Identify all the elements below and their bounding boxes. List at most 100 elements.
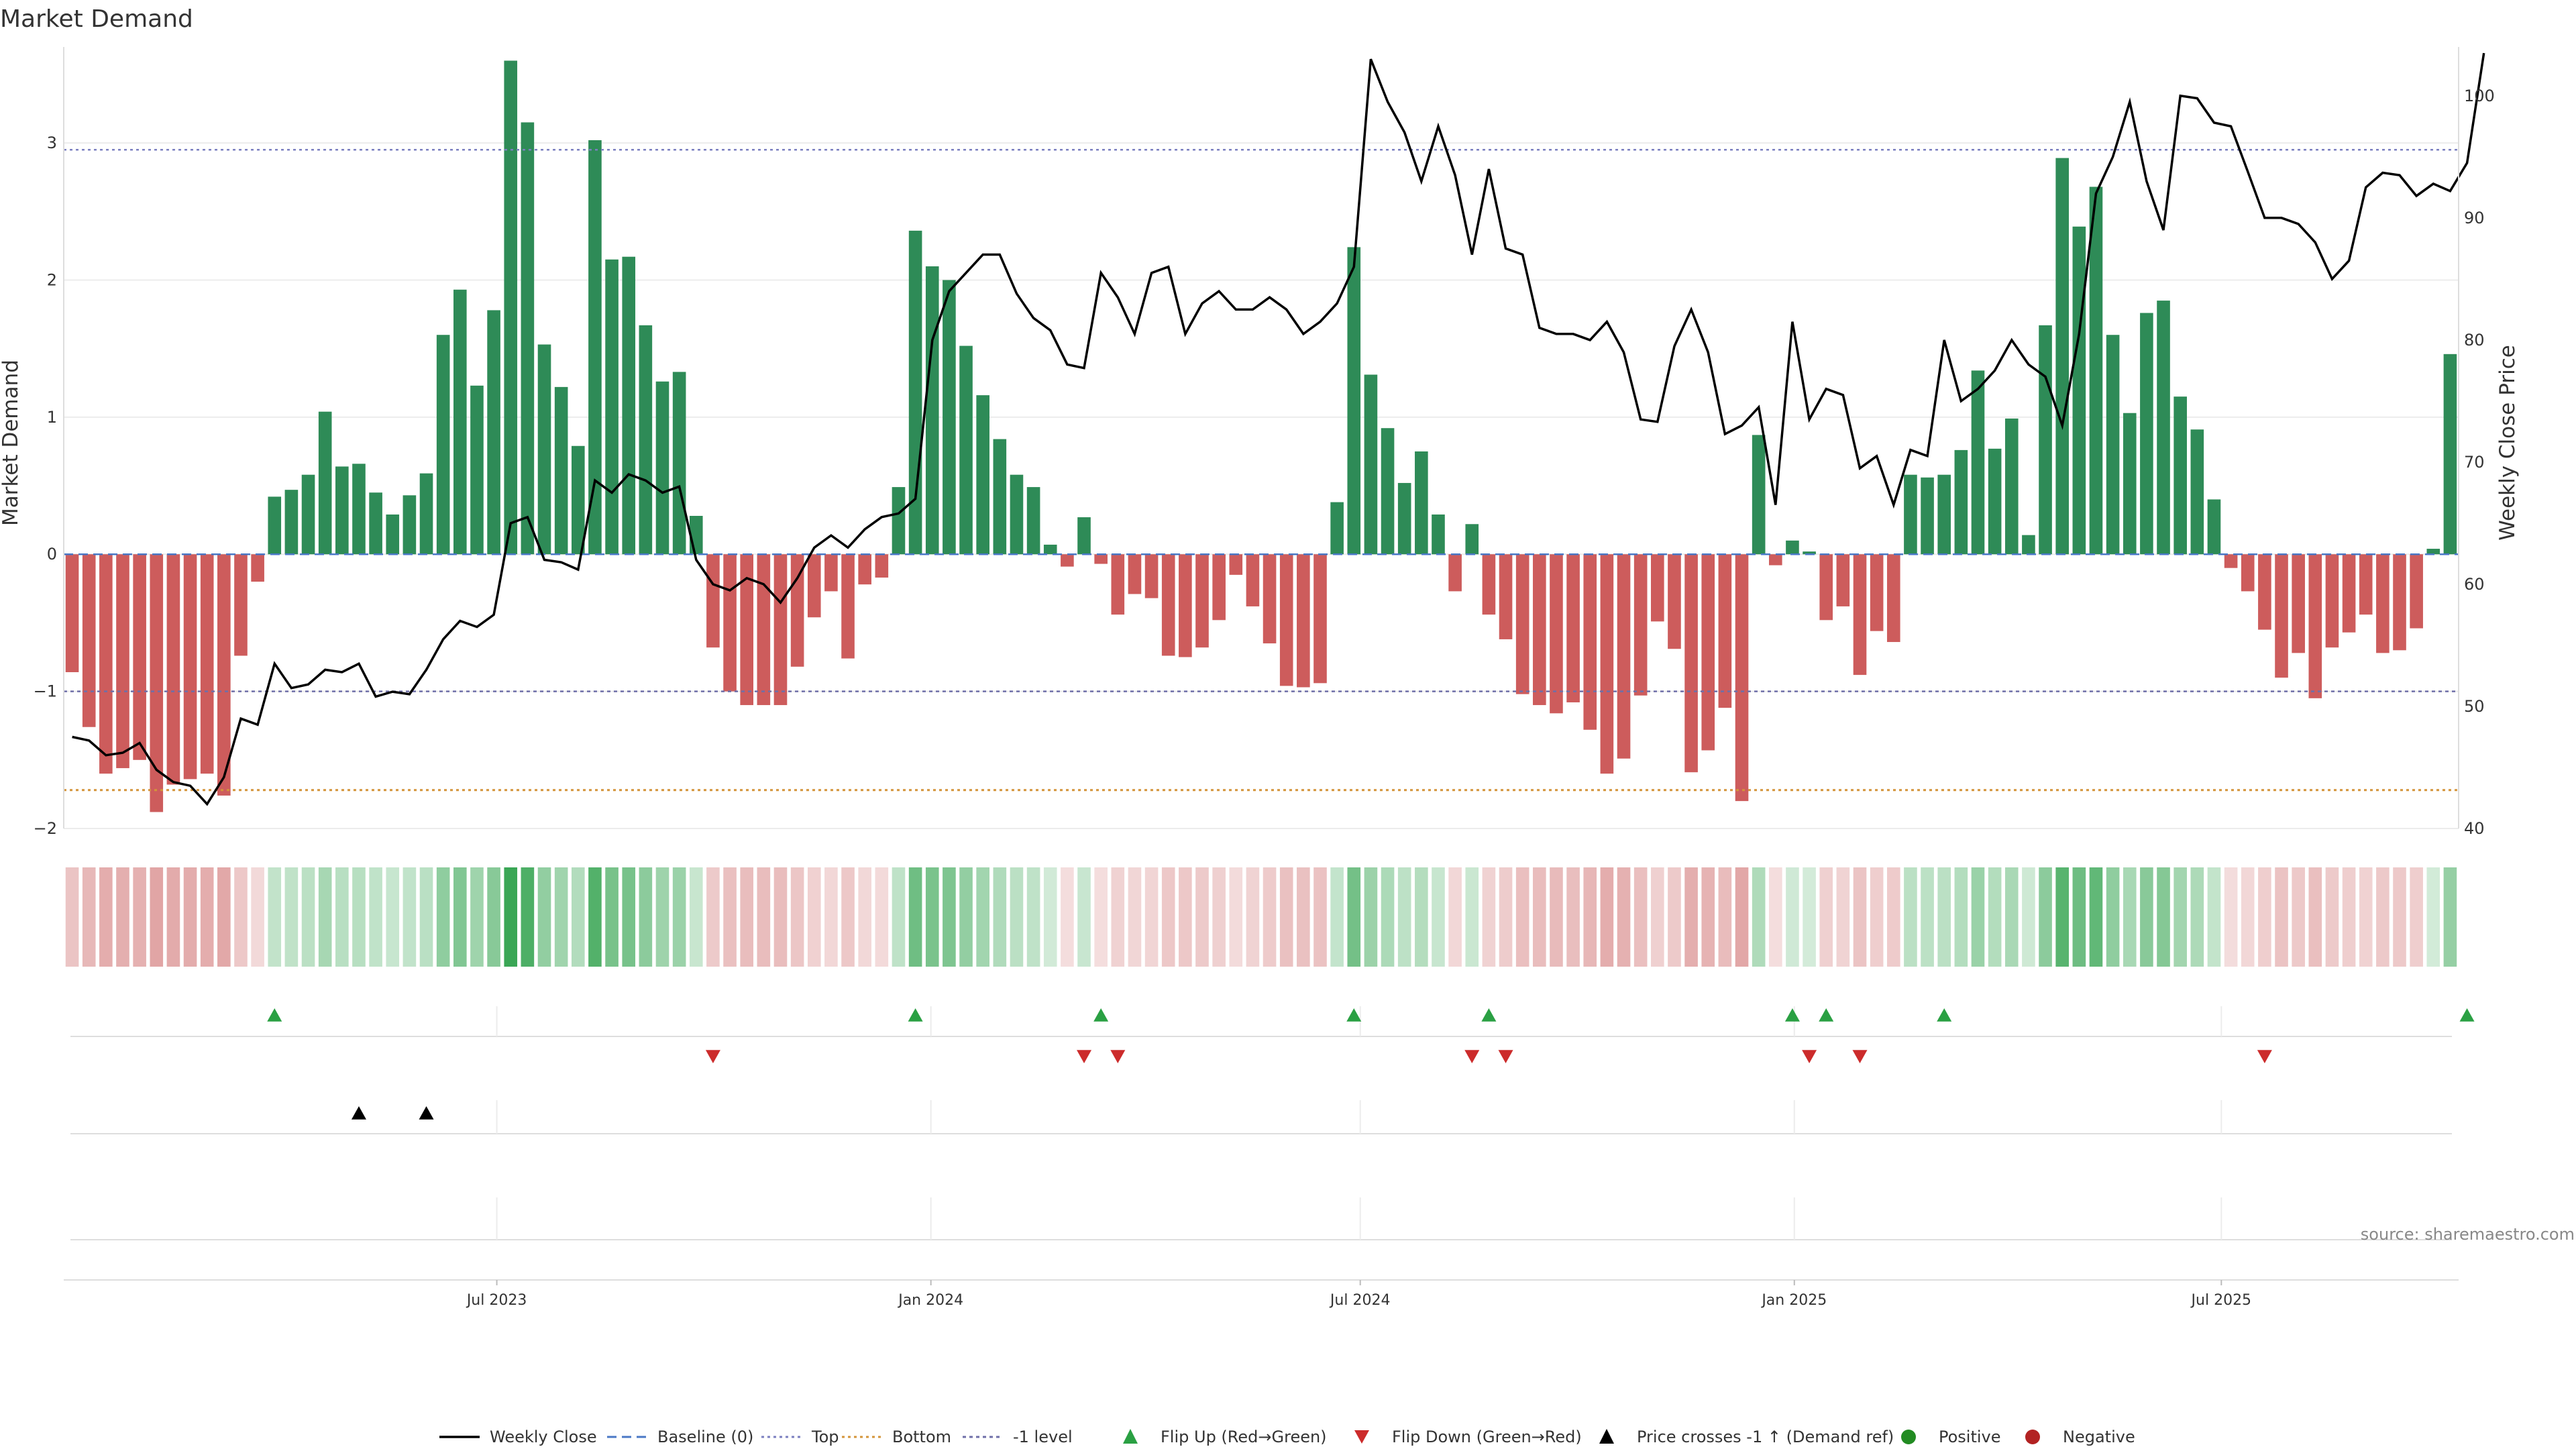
flip-up-marker	[1937, 1008, 1952, 1022]
heatmap-cell	[1954, 867, 1968, 967]
demand-bar	[537, 344, 551, 555]
demand-bar	[470, 385, 484, 555]
demand-bar	[1499, 554, 1513, 639]
heatmap-cell	[318, 867, 332, 967]
heatmap-cell	[1195, 867, 1209, 967]
heatmap-cell	[2410, 867, 2423, 967]
heatmap-cell	[504, 867, 518, 967]
demand-bar	[655, 381, 669, 555]
heatmap-cell	[200, 867, 214, 967]
heatmap-cell	[1921, 867, 1934, 967]
heatmap-cell	[1347, 867, 1361, 967]
demand-bar	[622, 256, 636, 555]
heatmap-cell	[1886, 867, 1900, 967]
demand-bar	[1701, 554, 1715, 751]
demand-bar	[807, 554, 821, 618]
heatmap-cell	[1870, 867, 1884, 967]
y-tick-label: −1	[34, 682, 57, 701]
heatmap-cell	[2258, 867, 2271, 967]
heatmap-cell	[116, 867, 129, 967]
heatmap-cell	[1633, 867, 1648, 967]
y-tick-label: −2	[34, 819, 57, 838]
demand-bar	[740, 554, 754, 706]
demand-bar	[150, 554, 164, 812]
demand-bar	[1061, 554, 1074, 567]
price-cross-marker	[419, 1106, 434, 1120]
demand-bar	[1026, 487, 1040, 555]
demand-bar	[2004, 418, 2019, 555]
demand-bar	[2106, 335, 2120, 555]
demand-bar	[268, 496, 282, 555]
demand-bar	[386, 514, 400, 555]
heatmap-cell	[672, 867, 686, 967]
legend-swatch-price-cross	[1599, 1429, 1614, 1444]
demand-bar	[99, 554, 113, 774]
demand-bar	[1988, 448, 2002, 555]
heatmap-cell	[82, 867, 96, 967]
demand-bar	[605, 259, 619, 555]
heatmap-cell	[841, 867, 855, 967]
heatmap-cell	[1465, 867, 1479, 967]
flip-up-marker	[2459, 1008, 2475, 1022]
heatmap-cell	[2275, 867, 2288, 967]
demand-bar	[773, 554, 788, 706]
demand-bar	[1550, 554, 1563, 714]
heatmap-cell	[2089, 867, 2103, 967]
x-tick-label: Jul 2025	[2190, 1292, 2252, 1309]
demand-bar	[1161, 554, 1175, 656]
heatmap-cell	[773, 867, 788, 967]
source-note: source: sharemaestro.com	[2361, 1225, 2575, 1244]
flip-down-marker	[1077, 1050, 1092, 1063]
heatmap-cell	[1313, 867, 1327, 967]
y-tick-label: 0	[47, 545, 57, 564]
demand-bar	[1533, 554, 1546, 706]
heatmap-cell	[301, 867, 315, 967]
demand-bar	[1297, 554, 1310, 688]
demand-bar	[875, 554, 889, 578]
demand-bar	[402, 495, 417, 555]
heatmap-cell	[943, 867, 956, 967]
heatmap-cell	[1448, 867, 1462, 967]
heatmap-cell	[1533, 867, 1546, 967]
flip-up-marker	[1093, 1008, 1109, 1022]
demand-bar	[1246, 554, 1260, 606]
flip-down-marker	[1852, 1050, 1868, 1063]
demand-bar	[1347, 247, 1361, 555]
heatmap-cell	[1043, 867, 1057, 967]
demand-bar	[521, 122, 535, 555]
heatmap-cell	[2308, 867, 2322, 967]
demand-bar	[1668, 554, 1681, 649]
demand-bar	[1263, 554, 1277, 644]
heatmap-cell	[908, 867, 922, 967]
demand-bar	[2072, 226, 2086, 555]
demand-bar	[1633, 554, 1648, 696]
demand-bar	[2376, 554, 2390, 653]
heatmap-cell	[2039, 867, 2052, 967]
demand-bar	[1094, 554, 1108, 564]
heatmap-cell	[875, 867, 889, 967]
heatmap-cell	[1279, 867, 1293, 967]
flip-down-marker	[1464, 1050, 1480, 1063]
demand-bar	[2140, 313, 2153, 555]
demand-bar	[2275, 554, 2288, 678]
heatmap-cell	[1246, 867, 1260, 967]
demand-bar	[1448, 554, 1462, 592]
heatmap-cell	[1768, 867, 1782, 967]
x-tick-label: Jan 2025	[1760, 1292, 1827, 1309]
heatmap-cell	[99, 867, 113, 967]
demand-bar	[1836, 554, 1850, 606]
heatmap-cell	[2022, 867, 2035, 967]
heatmap-cell	[521, 867, 535, 967]
y2-tick-label: 90	[2464, 209, 2485, 227]
y2-tick-label: 40	[2464, 819, 2485, 838]
event-marker-panels	[64, 1006, 2475, 1281]
demand-bar	[2359, 554, 2373, 615]
demand-bar	[824, 554, 838, 592]
heatmap-cell	[1803, 867, 1816, 967]
legend-label: -1 level	[1013, 1428, 1073, 1446]
legend-label: Positive	[1939, 1428, 2001, 1446]
heatmap-cell	[925, 867, 939, 967]
flip-down-marker	[705, 1050, 720, 1063]
y-axis-title: Market Demand	[0, 360, 23, 526]
